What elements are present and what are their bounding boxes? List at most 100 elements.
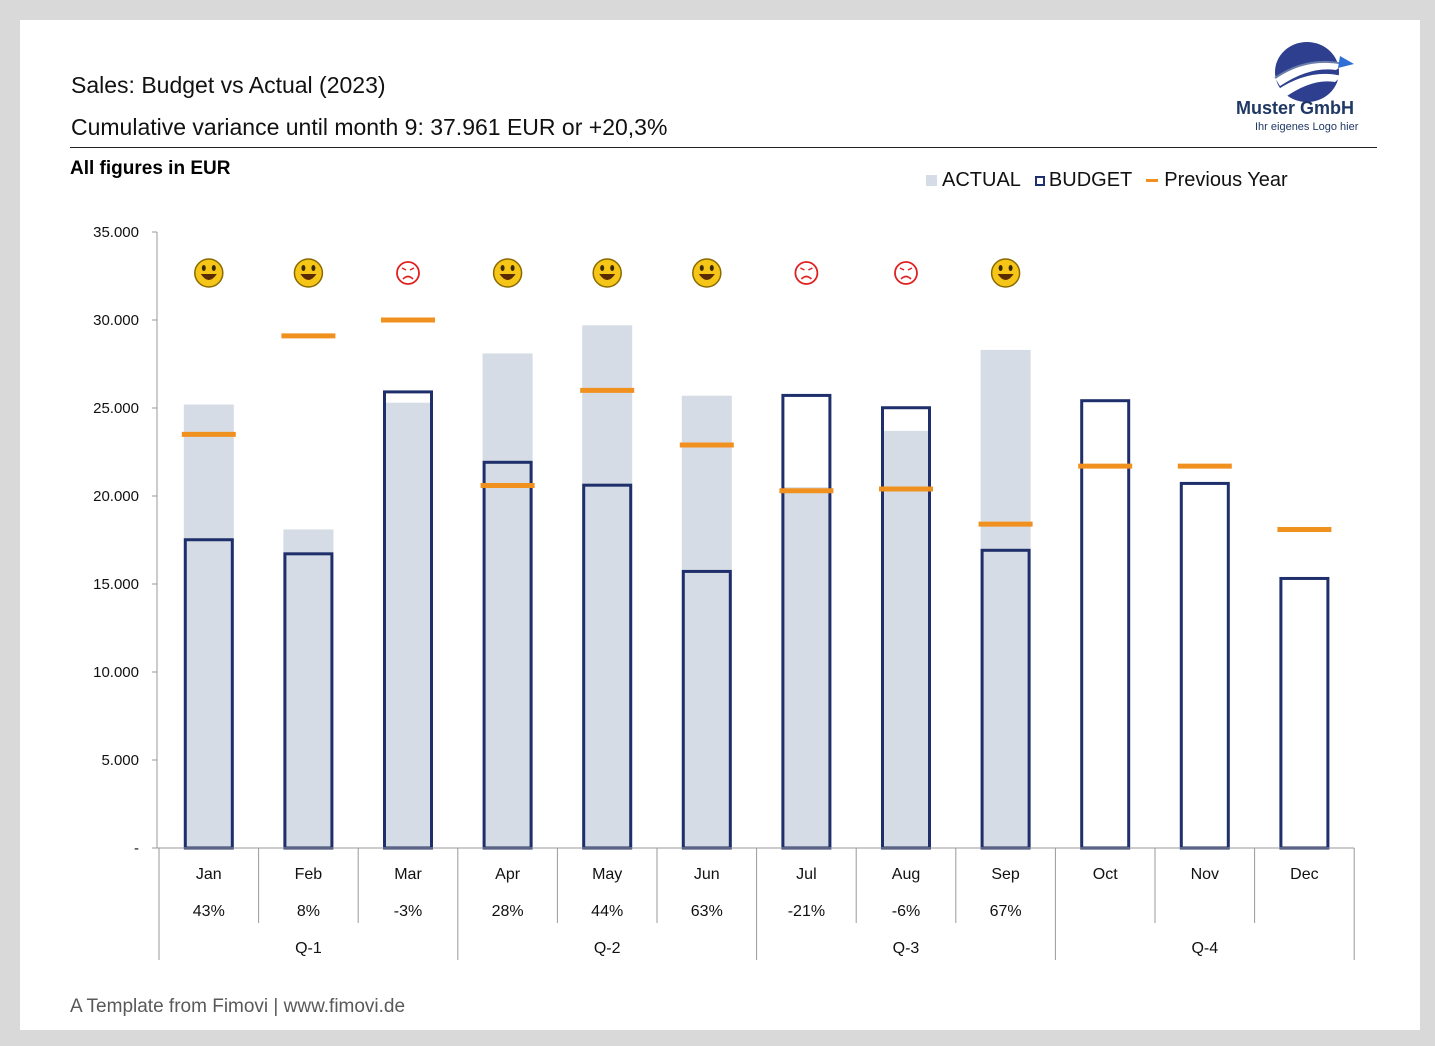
sad-face-brow — [808, 267, 813, 271]
y-tick-label: - — [134, 840, 139, 857]
happy-face-mouth — [599, 274, 616, 280]
legend-previous-swatch — [1146, 179, 1159, 182]
happy-face-eye — [500, 265, 505, 271]
actual-bar — [183, 404, 234, 848]
sad-face-brow — [401, 267, 407, 271]
happy-face-icon — [990, 258, 1021, 288]
actual-bar — [681, 395, 732, 848]
sad-face-brow — [899, 267, 905, 271]
x-category-label: Jun — [694, 866, 720, 883]
happy-face-icon — [293, 258, 324, 288]
sad-face-brow — [800, 267, 805, 271]
y-tick-label: 20.000 — [93, 488, 139, 505]
variance-label: 43% — [193, 903, 225, 920]
happy-face-eye — [201, 265, 206, 271]
x-category-label: Oct — [1093, 866, 1118, 883]
actual-bar — [781, 487, 832, 848]
happy-face-eye — [600, 265, 605, 271]
footer-credit: A Template from Fimovi | www.fimovi.de — [70, 996, 406, 1017]
variance-label: 63% — [691, 903, 723, 920]
y-tick-label: 5.000 — [101, 752, 139, 769]
sad-face-icon — [396, 261, 420, 285]
logo-tagline: Ihr eigenes Logo hier — [1255, 121, 1359, 133]
sad-face-brow — [409, 267, 415, 271]
quarter-label: Q-2 — [594, 940, 621, 957]
company-logo — [1274, 42, 1354, 102]
x-category-label: Mar — [394, 866, 422, 883]
quarter-label: Q-3 — [893, 940, 920, 957]
happy-face-mouth — [200, 274, 217, 280]
sad-face-brow — [907, 267, 913, 271]
actual-bar — [881, 430, 931, 848]
x-category-label: Jul — [796, 866, 816, 883]
happy-face-eye — [709, 265, 714, 271]
happy-face-eye — [211, 265, 216, 271]
happy-face-eye — [301, 265, 306, 271]
sad-face-mouth — [402, 275, 414, 280]
happy-face-icon — [692, 258, 722, 288]
x-category-label: Apr — [495, 866, 521, 883]
title-divider — [70, 147, 1377, 148]
chart-title: Sales: Budget vs Actual (2023) — [71, 72, 386, 98]
units-note: All figures in EUR — [70, 158, 231, 179]
happy-face-eye — [510, 265, 515, 271]
report-sheet: Sales: Budget vs Actual (2023) Cumulativ… — [20, 20, 1420, 1030]
actual-bar — [582, 325, 633, 848]
actual-bar — [383, 402, 433, 848]
legend-actual-label: ACTUAL — [942, 169, 1021, 191]
chart-legend: ACTUAL BUDGET Previous Year — [926, 169, 1302, 192]
sad-face-mouth — [800, 275, 812, 280]
variance-label: -3% — [394, 903, 422, 920]
x-category-label: May — [592, 866, 622, 883]
budget-bar — [1279, 576, 1330, 850]
variance-label: 28% — [492, 903, 524, 920]
y-tick-label: 15.000 — [93, 576, 139, 593]
happy-face-icon — [592, 258, 622, 288]
happy-face-mouth — [300, 274, 317, 280]
happy-face-eye — [1008, 265, 1013, 271]
actual-bar — [283, 529, 334, 848]
legend-actual-swatch — [926, 175, 937, 186]
legend-previous-year: Previous Year — [1146, 169, 1288, 192]
happy-face-eye — [610, 265, 615, 271]
happy-face-eye — [311, 265, 316, 271]
actual-bar — [482, 353, 533, 848]
actual-bar — [980, 349, 1031, 848]
quarter-label: Q-4 — [1191, 940, 1218, 957]
x-category-label: Aug — [892, 866, 920, 883]
happy-face-mouth — [499, 274, 516, 280]
sad-face-icon — [894, 261, 918, 285]
variance-label: -21% — [788, 903, 825, 920]
budget-bar — [1179, 481, 1230, 850]
variance-label: 44% — [591, 903, 623, 920]
x-category-label: Jan — [196, 866, 222, 883]
happy-face-eye — [998, 265, 1003, 271]
sad-face-mouth — [900, 275, 912, 280]
legend-actual: ACTUAL — [926, 169, 1021, 192]
y-tick-label: 10.000 — [93, 664, 139, 681]
quarter-label: Q-1 — [295, 940, 322, 957]
y-tick-label: 35.000 — [93, 224, 139, 241]
happy-face-eye — [699, 265, 704, 271]
x-category-label: Nov — [1191, 866, 1219, 883]
budget-actual-chart: - 5.000 10.000 15.000 20.000 25.000 30.000 35.0… — [93, 224, 1355, 960]
chart-subtitle: Cumulative variance until month 9: 37.96… — [71, 114, 668, 140]
happy-face-mouth — [997, 274, 1014, 280]
x-category-label: Sep — [991, 866, 1020, 883]
legend-budget-label: BUDGET — [1048, 169, 1133, 191]
happy-face-icon — [194, 258, 224, 288]
x-category-label: Feb — [295, 866, 323, 883]
happy-face-mouth — [698, 274, 715, 280]
legend-budget: BUDGET — [1034, 169, 1133, 192]
variance-label: 67% — [990, 903, 1022, 920]
legend-budget-swatch — [1034, 175, 1045, 186]
legend-previous-label: Previous Year — [1164, 169, 1288, 191]
x-category-label: Dec — [1290, 866, 1318, 883]
variance-label: 8% — [297, 903, 320, 920]
variance-label: -6% — [892, 903, 920, 920]
y-tick-label: 25.000 — [93, 400, 139, 417]
sad-face-icon — [794, 261, 819, 285]
y-tick-label: 30.000 — [93, 312, 139, 329]
logo-company-name: Muster GmbH — [1236, 98, 1355, 118]
happy-face-icon — [492, 258, 523, 288]
